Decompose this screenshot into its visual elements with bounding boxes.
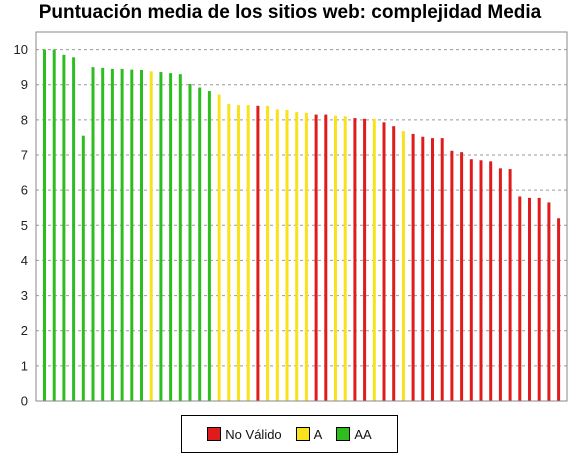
bar [450, 150, 454, 401]
y-tick-label: 6 [21, 183, 28, 198]
y-tick-label: 3 [21, 288, 28, 303]
bar [43, 49, 46, 401]
y-tick-label: 8 [21, 112, 28, 127]
bar [304, 112, 308, 401]
chart-title: Puntuación media de los sitios web: comp… [38, 2, 542, 23]
legend-item-no-valido: No Válido [207, 426, 282, 442]
bar [72, 57, 76, 402]
bar [246, 105, 250, 401]
bar [81, 135, 85, 402]
bar [508, 169, 512, 401]
bar [169, 73, 173, 402]
bar [411, 133, 415, 401]
bar [479, 160, 483, 401]
bar [518, 196, 522, 401]
y-tick-label: 10 [14, 42, 28, 57]
bar [324, 114, 328, 401]
bar [401, 131, 405, 401]
bar [62, 54, 66, 402]
bar [237, 105, 240, 401]
y-tick-label: 9 [21, 77, 28, 92]
bar [217, 94, 221, 402]
legend-item-aa: AA [336, 426, 372, 442]
bar [557, 218, 561, 401]
bar [266, 105, 270, 402]
bar [537, 197, 541, 401]
bar [285, 110, 289, 402]
y-tick-label: 4 [21, 253, 28, 268]
bar [188, 84, 192, 401]
bar [130, 69, 134, 401]
bar [343, 116, 347, 401]
legend-swatch-yellow [295, 427, 310, 441]
bar [498, 168, 502, 401]
legend-item-a: A [295, 426, 323, 442]
bar [440, 138, 444, 401]
bar [314, 114, 318, 401]
bar [421, 136, 425, 402]
bar [547, 202, 551, 401]
y-tick-label: 2 [21, 323, 28, 338]
bar [256, 105, 260, 402]
y-tick-label: 5 [21, 218, 28, 233]
bar [275, 109, 279, 401]
bar [110, 68, 114, 402]
bar [469, 159, 473, 401]
legend-swatch-green [336, 427, 351, 441]
bar [363, 118, 367, 402]
bar [120, 68, 124, 402]
legend-label-aa: AA [354, 426, 372, 442]
bar [207, 91, 211, 401]
bar [372, 118, 376, 402]
bar [489, 161, 493, 401]
bar [392, 126, 396, 402]
bar [334, 115, 337, 401]
y-tick-label: 0 [21, 394, 28, 409]
bar-chart: 0 1 2 3 4 5 6 7 8 9 10 [14, 31, 568, 409]
y-tick-label: 1 [21, 358, 28, 373]
bar [460, 152, 464, 401]
bar [101, 67, 105, 401]
bar [431, 138, 434, 401]
bar [52, 49, 56, 401]
plot-frame [35, 31, 568, 402]
bar [295, 112, 299, 401]
bar [198, 87, 202, 401]
y-axis-tick-labels: 0 1 2 3 4 5 6 7 8 9 10 [14, 42, 28, 408]
bar [353, 118, 357, 401]
y-tick-label: 7 [21, 148, 28, 163]
bar [149, 71, 153, 402]
bar [178, 74, 182, 402]
bar [528, 197, 531, 401]
bar [227, 104, 231, 401]
bar [382, 122, 386, 401]
legend-swatch-red [207, 427, 222, 441]
bar [159, 72, 163, 401]
bar [140, 69, 143, 401]
bar [91, 67, 95, 401]
legend-label-a: A [313, 426, 323, 442]
grid-lines [36, 49, 567, 367]
legend: No Válido A AA [181, 415, 398, 453]
legend-label-no-valido: No Válido [225, 426, 282, 442]
bars [43, 49, 561, 402]
